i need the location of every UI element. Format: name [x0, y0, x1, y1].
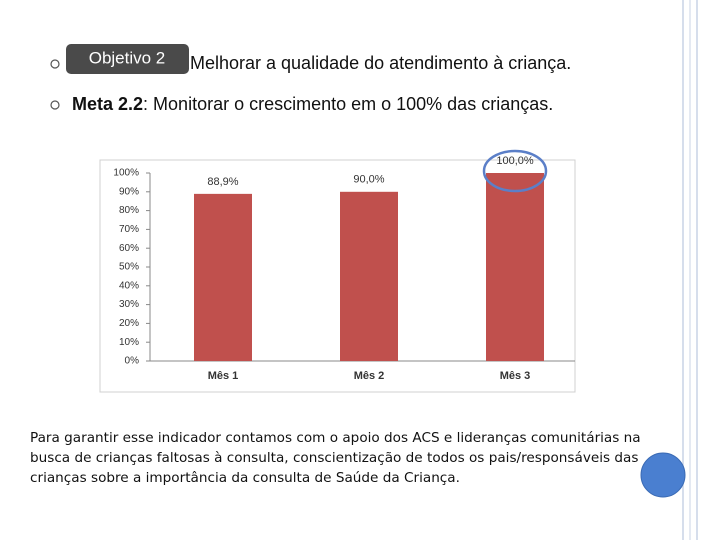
meta-line: Meta 2.2: Monitorar o crescimento em o 1…: [72, 94, 553, 115]
y-tick-label: 70%: [119, 224, 139, 235]
bar: [486, 173, 544, 361]
y-tick-label: 30%: [119, 299, 139, 310]
y-tick-label: 0%: [125, 356, 140, 367]
y-tick-label: 80%: [119, 205, 139, 216]
y-tick-label: 100%: [113, 168, 139, 179]
value-label: 88,9%: [207, 176, 238, 188]
decor-circle: [640, 452, 686, 498]
objective-text: Melhorar a qualidade do atendimento à cr…: [190, 53, 572, 73]
meta-text: : Monitorar o crescimento em o 100% das …: [143, 94, 554, 114]
highlight-ellipse: [482, 149, 548, 193]
value-label: 90,0%: [353, 174, 384, 186]
objective-label: Objetivo 2: [89, 48, 166, 67]
objective-box: [66, 44, 189, 74]
value-label: 100,0%: [496, 155, 534, 167]
meta-label: Meta 2.2: [72, 94, 144, 114]
y-tick-label: 60%: [119, 243, 139, 254]
x-tick-label: Mês 2: [354, 370, 385, 382]
y-tick-label: 50%: [119, 262, 139, 273]
x-tick-label: Mês 3: [500, 370, 531, 382]
bullet: [50, 100, 60, 110]
y-tick-label: 90%: [119, 186, 139, 197]
paragraph: Para garantir esse indicador contamos co…: [30, 430, 641, 486]
bullet: [50, 59, 60, 69]
y-tick-label: 10%: [119, 337, 139, 348]
y-tick-label: 40%: [119, 280, 139, 291]
chart: 0% 10% 20% 30% 40% 50% 60% 70% 80% 90% 100% Mês 1 88…: [113, 155, 575, 382]
x-tick-label: Mês 1: [208, 370, 239, 382]
bar: [340, 191, 398, 361]
bar: [194, 193, 252, 361]
y-tick-label: 20%: [119, 318, 139, 329]
